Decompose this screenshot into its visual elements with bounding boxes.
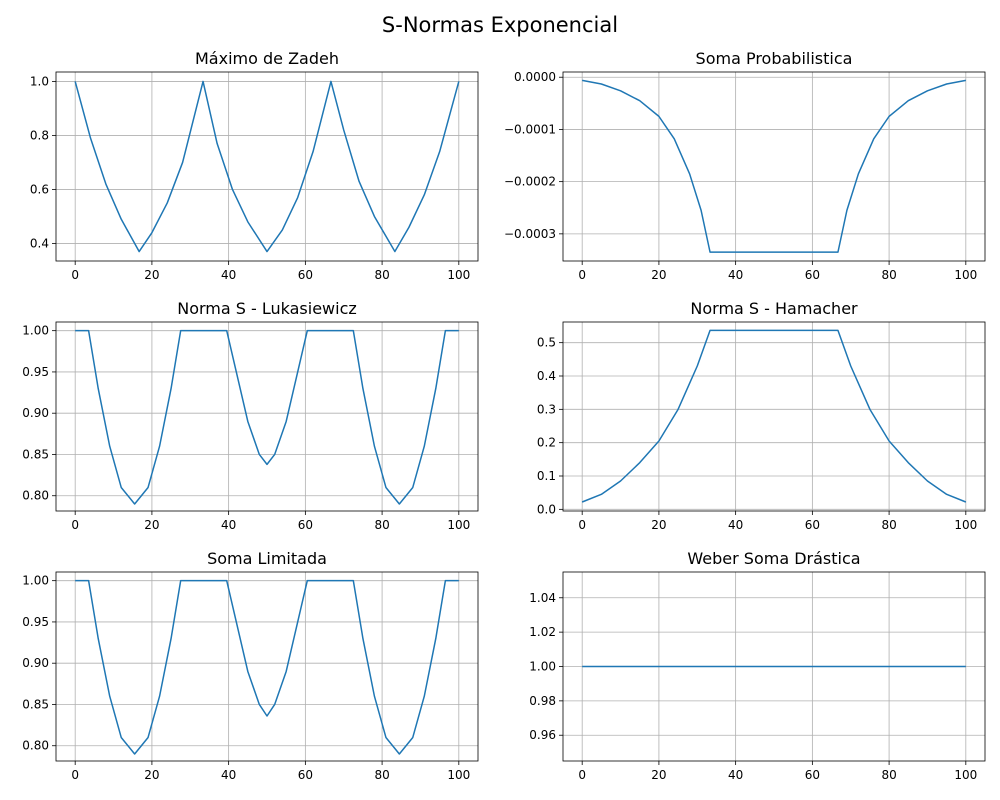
x-tick-label: 0 (578, 518, 586, 532)
x-tick-label: 20 (651, 518, 666, 532)
y-tick-label: 0.90 (22, 406, 49, 420)
y-tick-label: 0.96 (529, 728, 556, 742)
x-tick-label: 0 (71, 268, 79, 282)
subplot-4: Norma S - Hamacher 0 20 40 60 80 100 0.0 0.1 0.2 0… (537, 299, 986, 532)
y-tick-label: −0.0002 (504, 175, 556, 189)
y-tick-label: 0.0000 (514, 70, 556, 84)
x-tick-label: 60 (805, 768, 820, 782)
series-line (582, 79, 966, 253)
x-tick-label: 20 (144, 268, 159, 282)
axes-frame (55, 321, 479, 512)
y-tick-label: −0.0001 (504, 122, 556, 136)
y-tick-label: 0.95 (22, 615, 49, 629)
x-tick-label: 40 (221, 518, 236, 532)
x-tick-label: 100 (954, 518, 977, 532)
subplot-1: Máximo de Zadeh 0 20 40 60 80 100 0.4 0.6 0.8 1.0 (30, 49, 479, 282)
subplot-title: Norma S - Hamacher (690, 299, 858, 318)
x-tick-label: 20 (651, 268, 666, 282)
y-tick-label: 0.80 (22, 739, 49, 753)
y-tick-label: 0.4 (30, 236, 49, 250)
x-tick-label: 40 (728, 768, 743, 782)
series-line (75, 579, 459, 755)
subplot-2: Soma Probabilistica 0 20 40 60 80 100 0.0000 −0.… (504, 49, 986, 282)
y-tick-label: 0.2 (537, 436, 556, 450)
x-tick-label: 40 (728, 268, 743, 282)
y-tick-label: 0.3 (537, 402, 556, 416)
axes-frame (562, 71, 986, 262)
y-tick-label: 1.00 (529, 660, 556, 674)
y-tick-label: 0.98 (529, 694, 556, 708)
x-tick-label: 20 (144, 768, 159, 782)
axes-frame (55, 571, 479, 762)
x-tick-label: 100 (954, 768, 977, 782)
x-tick-label: 60 (298, 768, 313, 782)
y-tick-label: 0.95 (22, 365, 49, 379)
subplot-title: Norma S - Lukasiewicz (177, 299, 357, 318)
x-tick-label: 80 (881, 268, 896, 282)
x-tick-label: 40 (221, 768, 236, 782)
series-line (74, 80, 460, 253)
x-tick-label: 80 (374, 518, 389, 532)
subplot-title: Soma Limitada (207, 549, 327, 568)
y-tick-label: 0.5 (537, 336, 556, 350)
series-line (75, 329, 459, 505)
axes-frame (55, 71, 479, 262)
x-tick-label: 40 (728, 518, 743, 532)
subplot-title: Máximo de Zadeh (195, 49, 339, 68)
axes-frame (562, 321, 986, 512)
y-tick-label: 0.0 (537, 502, 556, 516)
y-tick-label: 0.6 (30, 182, 49, 196)
figure-title: S-Normas Exponencial (382, 13, 618, 37)
y-tick-label: 1.02 (529, 625, 556, 639)
x-tick-label: 100 (954, 268, 977, 282)
x-tick-label: 0 (578, 268, 586, 282)
subplot-3: Norma S - Lukasiewicz 0 20 40 60 80 100 0.80 0.8… (22, 299, 479, 532)
y-tick-label: −0.0003 (504, 227, 556, 241)
x-tick-label: 100 (447, 268, 470, 282)
y-tick-label: 1.00 (22, 574, 49, 588)
subplots: Máximo de Zadeh 0 20 40 60 80 100 0.4 0.6 0.8 1.0 S… (22, 49, 986, 782)
x-tick-label: 60 (805, 518, 820, 532)
subplot-title: Soma Probabilistica (696, 49, 853, 68)
x-tick-label: 40 (221, 268, 236, 282)
x-tick-label: 80 (881, 518, 896, 532)
x-tick-label: 0 (71, 768, 79, 782)
x-tick-label: 80 (374, 768, 389, 782)
y-tick-label: 0.1 (537, 469, 556, 483)
y-tick-label: 1.00 (22, 324, 49, 338)
x-tick-label: 20 (144, 518, 159, 532)
series-line (581, 329, 967, 503)
x-tick-label: 60 (298, 268, 313, 282)
y-tick-label: 1.04 (529, 591, 556, 605)
x-tick-label: 60 (805, 268, 820, 282)
x-tick-label: 80 (881, 768, 896, 782)
x-tick-label: 60 (298, 518, 313, 532)
subplot-5: Soma Limitada 0 20 40 60 80 100 0.80 0.85 0.90 0.9… (22, 549, 479, 782)
x-tick-label: 80 (374, 268, 389, 282)
y-tick-label: 0.90 (22, 656, 49, 670)
x-tick-label: 20 (651, 768, 666, 782)
y-tick-label: 1.0 (30, 74, 49, 88)
x-tick-label: 0 (71, 518, 79, 532)
x-tick-label: 100 (447, 518, 470, 532)
y-tick-label: 0.85 (22, 447, 49, 461)
x-tick-label: 100 (447, 768, 470, 782)
y-tick-label: 0.4 (537, 369, 556, 383)
y-tick-label: 0.80 (22, 489, 49, 503)
subplot-6: Weber Soma Drástica 0 20 40 60 80 100 0.96 0.98 1… (529, 549, 986, 782)
x-tick-label: 0 (578, 768, 586, 782)
y-tick-label: 0.85 (22, 697, 49, 711)
y-tick-label: 0.8 (30, 128, 49, 142)
subplot-title: Weber Soma Drástica (687, 549, 860, 568)
